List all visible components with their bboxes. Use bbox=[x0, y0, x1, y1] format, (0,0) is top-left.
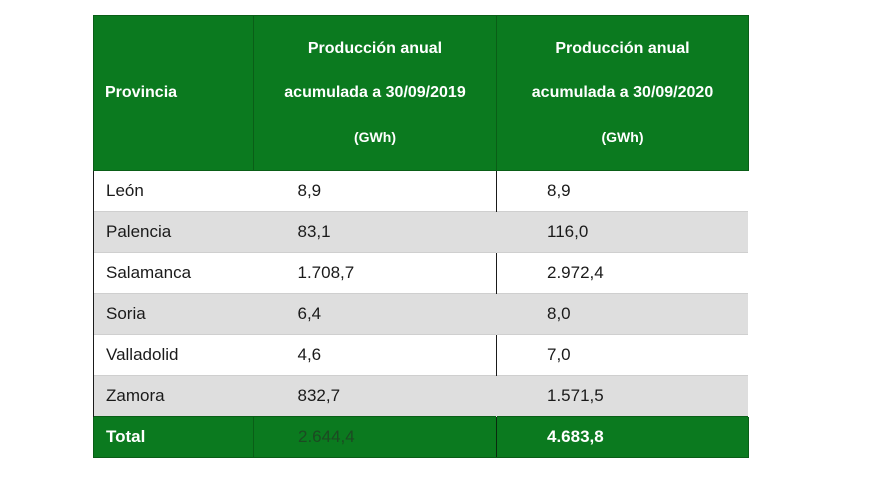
header-2020-line2: acumulada a 30/09/2020 bbox=[531, 84, 714, 101]
table-header-row: Provincia Producción anual acumulada a 3… bbox=[93, 15, 749, 171]
header-2019-line1: Producción anual bbox=[307, 40, 443, 57]
production-table: Provincia Producción anual acumulada a 3… bbox=[93, 15, 749, 458]
header-2020-line1: Producción anual bbox=[555, 40, 690, 57]
total-2019: 2.644,4 bbox=[253, 416, 497, 458]
table-total-row: Total 2.644,4 4.683,8 bbox=[93, 416, 749, 458]
cell-province: Salamanca bbox=[93, 252, 254, 294]
cell-2019: 832,7 bbox=[253, 375, 497, 417]
table-row: Zamora 832,7 1.571,5 bbox=[93, 375, 749, 417]
cell-province: Palencia bbox=[93, 211, 254, 253]
table-row: Salamanca 1.708,7 2.972,4 bbox=[93, 252, 749, 294]
cell-2020: 8,9 bbox=[496, 170, 749, 212]
cell-2019: 6,4 bbox=[253, 293, 497, 335]
table-row: León 8,9 8,9 bbox=[93, 170, 749, 212]
cell-2020: 7,0 bbox=[496, 334, 749, 376]
table-row: Valladolid 4,6 7,0 bbox=[93, 334, 749, 376]
header-2019-line2: acumulada a 30/09/2019 bbox=[284, 84, 466, 101]
table-row: Palencia 83,1 116,0 bbox=[93, 211, 749, 253]
cell-2019: 4,6 bbox=[253, 334, 497, 376]
header-2019: Producción anual acumulada a 30/09/2019 … bbox=[253, 15, 497, 171]
cell-province: Valladolid bbox=[93, 334, 254, 376]
total-2020: 4.683,8 bbox=[496, 416, 749, 458]
cell-2020: 2.972,4 bbox=[496, 252, 749, 294]
cell-2020: 116,0 bbox=[496, 211, 749, 253]
cell-province: León bbox=[93, 170, 254, 212]
cell-2019: 8,9 bbox=[253, 170, 497, 212]
cell-2019: 1.708,7 bbox=[253, 252, 497, 294]
cell-2019: 83,1 bbox=[253, 211, 497, 253]
cell-province: Soria bbox=[93, 293, 254, 335]
table-row: Soria 6,4 8,0 bbox=[93, 293, 749, 335]
cell-2020: 1.571,5 bbox=[496, 375, 749, 417]
total-label: Total bbox=[93, 416, 254, 458]
header-2020-unit: (GWh) bbox=[601, 129, 644, 145]
header-2020: Producción anual acumulada a 30/09/2020 … bbox=[496, 15, 749, 171]
header-province: Provincia bbox=[93, 15, 254, 171]
header-2019-unit: (GWh) bbox=[354, 129, 396, 145]
cell-2020: 8,0 bbox=[496, 293, 749, 335]
cell-province: Zamora bbox=[93, 375, 254, 417]
